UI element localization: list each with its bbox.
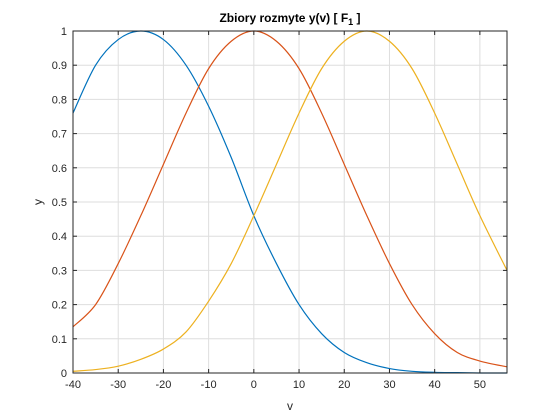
x-tick-label: -20 [155,379,171,391]
y-tick-label: 0.1 [52,334,67,346]
y-tick-label: 0 [61,368,67,380]
series-line-2 [72,30,508,368]
y-tick-label: 0.5 [52,197,67,209]
y-tick-label: 0.4 [52,231,67,243]
x-tick-label: -40 [65,379,81,391]
y-tick-label: 0.2 [52,300,67,312]
y-tick-label: 0.6 [52,163,67,175]
x-axis-label: v [287,399,293,413]
tick-labels: -40 -30 -20 -10 0 10 20 30 40 50 0 0.1 0.2 0.3 0.4 0.5 0… [52,26,486,391]
series-line-3 [72,30,508,372]
y-tick-label: 0.9 [52,60,67,72]
chart-title-subscript: 1 [348,17,353,27]
y-tick-label: 0.8 [52,94,67,106]
x-tick-label: 10 [293,379,305,391]
y-tick-label: 0.7 [52,129,67,141]
x-tick-label: 20 [338,379,350,391]
chart-title-end: ] [353,11,360,25]
x-tick-label: -10 [201,379,217,391]
x-tick-label: 50 [474,379,486,391]
x-tick-label: 30 [383,379,395,391]
x-tick-label: 0 [251,379,257,391]
y-tick-label: 0.3 [52,265,67,277]
chart-title-main: Zbiory rozmyte y(v) [ F [219,11,348,25]
y-tick-label: 1 [61,26,67,38]
y-axis-label: y [31,199,45,205]
ticks [72,30,507,374]
chart-title: Zbiory rozmyte y(v) [ F1 ] [219,11,360,27]
x-tick-label: 40 [429,379,441,391]
x-tick-label: -30 [110,379,126,391]
grid [72,30,507,374]
